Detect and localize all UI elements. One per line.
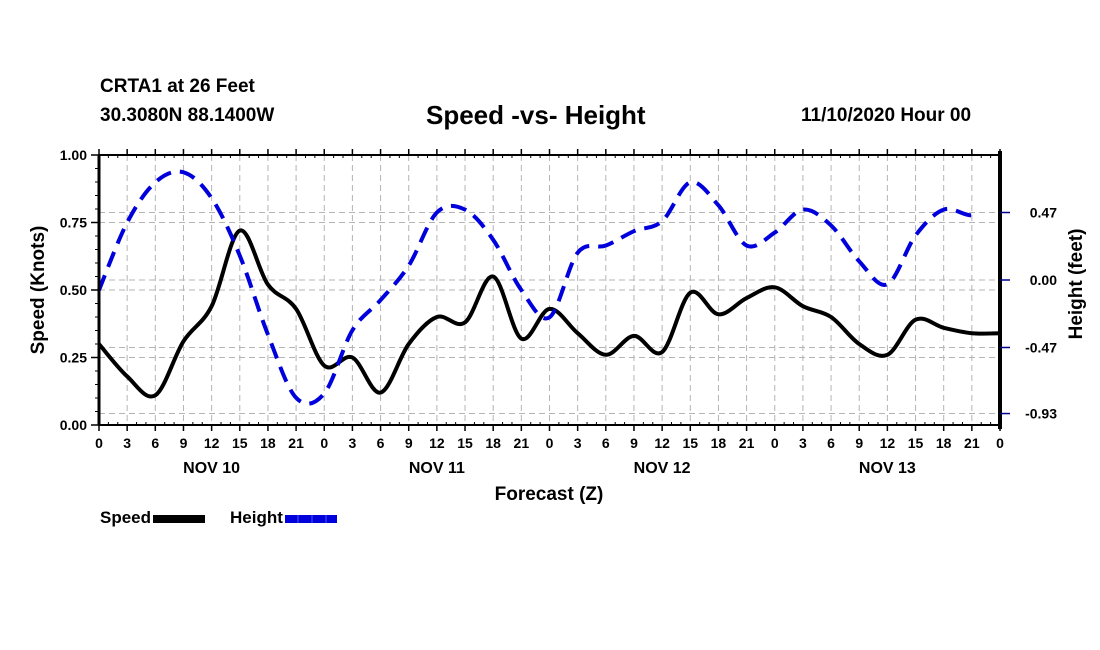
x-axis-title: Forecast (Z) [495, 484, 604, 505]
x-tick-label: 15 [457, 435, 473, 451]
x-tick-label: 18 [260, 435, 276, 451]
x-tick-label: 21 [739, 435, 755, 451]
y2-tick-label: -0.47 [1025, 339, 1057, 355]
day-label: NOV 13 [859, 460, 916, 477]
grid [99, 155, 1000, 425]
x-tick-label: 12 [654, 435, 670, 451]
day-label: NOV 12 [634, 460, 691, 477]
x-tick-label: 0 [320, 435, 328, 451]
x-tick-label: 9 [855, 435, 863, 451]
x-tick-label: 15 [908, 435, 924, 451]
y2-tick-label: 0.00 [1030, 272, 1057, 288]
x-tick-label: 21 [288, 435, 304, 451]
x-tick-label: 0 [996, 435, 1004, 451]
day-label: NOV 10 [183, 460, 240, 477]
legend-swatch-height [284, 514, 337, 523]
y2-tick-label: -0.93 [1025, 406, 1057, 422]
x-tick-label: 0 [95, 435, 103, 451]
x-tick-label: 21 [514, 435, 530, 451]
x-tick-label: 3 [799, 435, 807, 451]
x-tick-label: 9 [630, 435, 638, 451]
y2-axis-title: Height (feet) [1066, 229, 1087, 340]
series-line-height [97, 169, 972, 406]
run-time-label: 11/10/2020 Hour 00 [801, 105, 972, 126]
y-axis-title: Speed (Knots) [28, 226, 49, 355]
x-tick-label: 6 [602, 435, 610, 451]
x-tick-label: 0 [771, 435, 779, 451]
x-tick-label: 9 [405, 435, 413, 451]
axes [91, 149, 1010, 431]
x-tick-label: 18 [711, 435, 727, 451]
y-tick-label: 0.50 [60, 282, 87, 298]
chart-title: Speed -vs- Height [426, 100, 646, 130]
y-tick-label: 0.75 [60, 215, 87, 231]
x-tick-label: 6 [151, 435, 159, 451]
x-tick-label: 12 [880, 435, 896, 451]
x-tick-label: 18 [485, 435, 501, 451]
x-tick-label: 6 [827, 435, 835, 451]
x-tick-label: 3 [349, 435, 357, 451]
x-tick-label: 15 [232, 435, 248, 451]
x-tick-label: 6 [377, 435, 385, 451]
coordinates-label: 30.3080N 88.1400W [100, 105, 275, 126]
x-tick-label: 3 [574, 435, 582, 451]
x-tick-label: 18 [936, 435, 952, 451]
y2-tick-label: 0.47 [1030, 205, 1057, 221]
y-tick-label: 1.00 [60, 147, 87, 163]
x-tick-label: 15 [682, 435, 698, 451]
x-tick-label: 12 [204, 435, 220, 451]
tick-labels: 0 3 6 9 12 15 18 21 0 3 6 9 12 15 18 21 0 3 6 9 12 15 18 21 0 3 6 9… [60, 147, 1057, 477]
x-tick-label: 0 [546, 435, 554, 451]
y-tick-label: 0.25 [60, 350, 87, 366]
legend-swatch-speed [153, 514, 206, 523]
legend-label-height: Height [230, 508, 283, 527]
legend-item-height: Height [230, 508, 337, 528]
x-tick-label: 3 [123, 435, 131, 451]
y-tick-label: 0.00 [60, 417, 87, 433]
series-line-speed [97, 228, 1001, 399]
series-layer [97, 169, 1001, 406]
x-tick-label: 21 [964, 435, 980, 451]
legend-label-speed: Speed [100, 508, 152, 527]
x-tick-label: 12 [429, 435, 445, 451]
x-tick-label: 9 [180, 435, 188, 451]
day-label: NOV 11 [409, 460, 465, 477]
station-label: CRTA1 at 26 Feet [100, 76, 255, 97]
legend-item-speed: Speed [100, 508, 206, 528]
